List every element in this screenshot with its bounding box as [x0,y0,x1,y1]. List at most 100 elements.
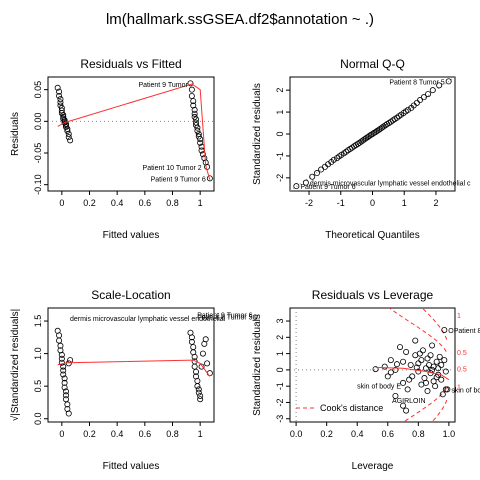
y-tick-label: 1.0 [33,347,43,360]
data-point [366,132,373,139]
y-tick-label: -1 [275,152,285,160]
x-tick-label: 0.6 [382,429,395,439]
data-point [387,369,394,376]
panel-title: Scale-Location [91,288,170,302]
data-point [417,97,424,104]
data-point [65,410,72,417]
data-point [436,353,443,360]
data-point [67,137,74,144]
data-point [393,361,400,368]
y-tick-label: -1 [275,382,285,390]
data-point [427,352,434,359]
data-point [429,87,436,94]
cooks-contour-0.5 [402,385,448,422]
data-point [56,332,63,339]
panel-top-right: Normal Q-Q Patient 8 Tumor 5 dermis microv… [252,57,471,241]
data-point [194,383,201,390]
x-tick-label: 0.4 [351,429,364,439]
panels-group: Residuals vs Fitted Patient 9 Tumor Patien… [9,57,480,472]
y-axis-title: Residuals [10,112,21,156]
data-point [392,392,399,399]
x-tick-label: 0 [370,198,375,208]
data-point [197,396,204,403]
panel-title: Normal Q-Q [340,57,405,71]
data-point [65,360,72,367]
plot-area [290,308,455,422]
data-point [188,86,195,93]
plot-frame [47,76,215,192]
data-point [62,396,69,403]
point-label: Patient 9 Tumor 6 [300,184,355,191]
data-point [191,353,198,360]
x-tick-label: 0.8 [166,198,179,208]
plot-area [54,327,213,417]
data-point [433,358,440,365]
data-point [58,351,65,358]
panel-top-left: Residuals vs Fitted Patient 9 Tumor Patien… [10,57,215,241]
data-point [191,110,198,117]
data-point [206,370,213,377]
data-point [406,376,413,383]
point-label: Patient 10 Tumor 2 [143,165,202,172]
data-point [201,155,208,162]
y-tick-label: 0 [275,131,285,136]
point-label: skin of body E [357,383,401,390]
cooks-contour-label: 0.5 [457,350,467,357]
x-tick-label: 0.8 [166,429,179,439]
y-axis-title: Standardized residuals [252,314,263,416]
data-point [56,88,63,95]
plot-frame [289,307,456,423]
y-axis-title: Standardized residuals [252,83,263,185]
data-point [58,355,65,362]
data-point [421,375,428,382]
x-tick-label: 0.4 [111,429,124,439]
data-point [58,359,65,366]
data-point [204,360,211,367]
data-point [432,383,439,390]
x-tick-label: 0.0 [290,429,303,439]
data-point [416,350,423,357]
data-point [61,384,68,391]
x-tick-label: 1 [198,429,203,439]
x-tick-label: 0.8 [412,429,425,439]
data-point [407,361,414,368]
data-point [187,80,194,87]
data-point [433,374,440,381]
figure-title: lm(hallmark.ssGSEA.df2$annotation ~ .) [106,11,374,28]
data-point [193,116,200,123]
data-point [65,134,72,141]
smoother-line [57,83,211,180]
data-point [62,124,69,131]
point-label: skin of bo [451,387,480,394]
x-tick-label: 0.6 [139,198,152,208]
point-label: Patient 8 Tumor 5 [389,79,444,86]
data-point [60,367,67,374]
y-tick-label: -0.05 [33,143,43,164]
data-point [404,386,411,393]
y-tick-label: 0.00 [33,113,43,131]
data-point [188,334,195,341]
legend-label: Cook's distance [320,403,383,413]
data-point [409,373,416,380]
data-point [190,344,197,351]
x-tick-label: -2 [305,198,313,208]
cooks-contour-label: 1 [457,313,461,320]
data-point [197,139,204,146]
data-point [442,386,449,393]
data-point [188,93,195,100]
data-point [65,130,72,137]
y-tick-label: 0 [275,367,285,372]
smoother-line [375,366,450,381]
plot-frame [47,307,215,423]
x-tick-label: 1.0 [443,429,456,439]
data-point [400,402,407,409]
y-tick-label: 0.5 [33,380,43,393]
data-point [424,388,431,395]
y-tick-label: 1 [275,351,285,356]
data-point [198,363,205,370]
data-point [54,84,61,91]
data-point [392,366,399,373]
data-point [61,379,68,386]
data-point [199,350,206,357]
smoother-line [57,359,211,377]
